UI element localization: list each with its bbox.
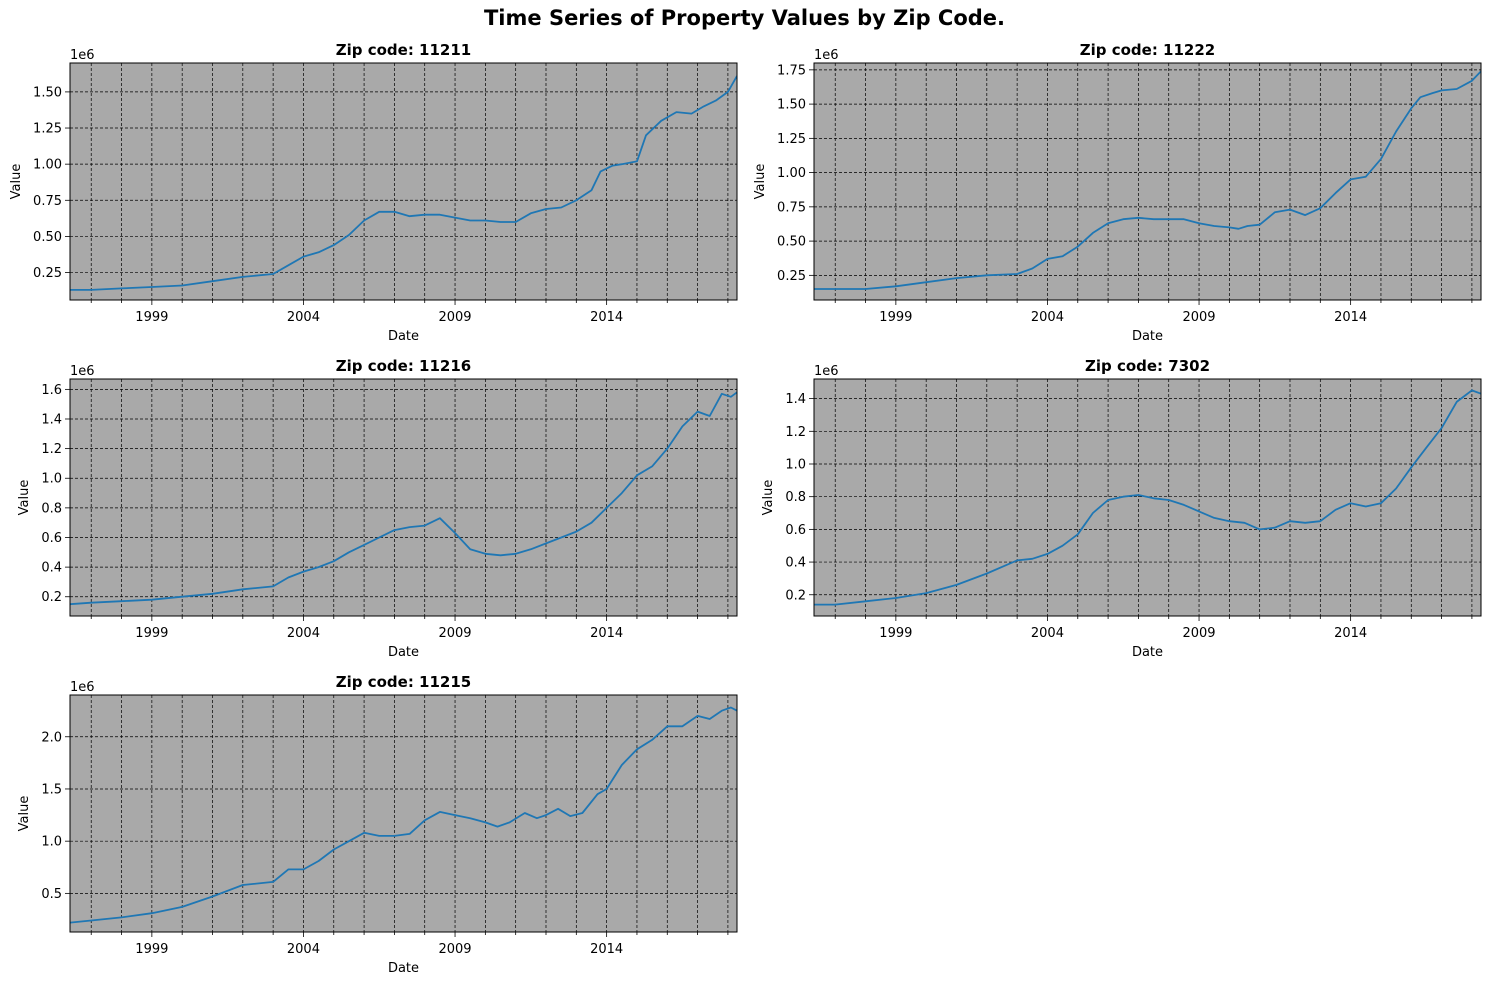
axes-frame	[69, 694, 738, 933]
x-tick-label: 2004	[287, 942, 320, 957]
subplot-title: Zip code: 11211	[336, 41, 472, 59]
axes-frame	[69, 378, 738, 617]
y-axis-label: Value	[17, 480, 32, 516]
y-tick-label: 1.6	[41, 383, 62, 398]
chart-panel-3: 0.2 0.4 0.6 0.8 1.0 1.2 1.4 1.6 1999 2004 2009 2014…	[17, 357, 738, 660]
plot-background	[70, 695, 737, 932]
plot-area: 0.2 0.4 0.6 0.8 1.0 1.2 1.4 1999 2004 2009 2014 Zip…	[761, 357, 1482, 660]
plot-background	[814, 63, 1481, 300]
y-tick-label: 0.50	[33, 230, 62, 245]
y-tick-label: 1.0	[41, 472, 62, 487]
y-tick-label: 1.0	[41, 835, 62, 850]
y-tick-label: 0.4	[785, 556, 806, 571]
x-tick-label: 2014	[590, 626, 623, 641]
y-tick-label: 0.75	[777, 200, 806, 215]
chart-panel-2: 0.25 0.50 0.75 1.00 1.25 1.50 1.75 1999 2004 2009…	[753, 41, 1482, 344]
x-tick-label: 1999	[135, 310, 168, 325]
subplot-title: Zip code: 7302	[1085, 357, 1210, 375]
x-tick-label: 2014	[590, 310, 623, 325]
x-axis-label: Date	[1132, 329, 1163, 344]
y-tick-label: 0.2	[41, 590, 62, 605]
y-offset-label: 1e6	[814, 48, 839, 63]
x-tick-label: 1999	[135, 942, 168, 957]
x-tick-label: 2014	[1334, 626, 1367, 641]
y-tick-label: 1.50	[33, 85, 62, 100]
series-line	[70, 75, 737, 291]
y-tick-label: 1.25	[777, 132, 806, 147]
plot-area: 0.5 1.0 1.5 2.0 1999 2004 2009 2014 Zip code: 11…	[17, 673, 738, 976]
y-tick-label: 0.8	[785, 490, 806, 505]
y-offset-label: 1e6	[70, 680, 95, 695]
x-axis-label: Date	[388, 645, 419, 660]
x-tick-label: 2004	[1031, 626, 1064, 641]
series-line	[70, 706, 737, 924]
y-tick-label: 2.0	[41, 730, 62, 745]
y-tick-label: 1.00	[33, 158, 62, 173]
series-line	[814, 70, 1481, 290]
y-tick-label: 0.8	[41, 501, 62, 516]
y-tick-label: 1.4	[41, 412, 62, 427]
x-tick-label: 2009	[438, 626, 471, 641]
axes-frame	[813, 62, 1482, 301]
y-tick-label: 0.6	[41, 531, 62, 546]
figure-title: Time Series of Property Values by Zip Co…	[483, 6, 1006, 30]
y-tick-label: 1.2	[785, 425, 806, 440]
y-axis-label: Value	[17, 796, 32, 832]
y-axis-label: Value	[761, 480, 776, 516]
subplot-title: Zip code: 11215	[336, 673, 472, 691]
y-tick-label: 0.4	[41, 561, 62, 576]
plot-background	[70, 63, 737, 300]
plot-area: 0.25 0.50 0.75 1.00 1.25 1.50 1.75 1999 2004 2009…	[753, 41, 1482, 344]
y-tick-label: 1.00	[777, 166, 806, 181]
x-tick-label: 2004	[1031, 310, 1064, 325]
x-tick-label: 2009	[438, 310, 471, 325]
series-line	[70, 391, 737, 606]
x-tick-label: 2014	[1334, 310, 1367, 325]
x-tick-label: 2009	[1182, 310, 1215, 325]
y-tick-label: 0.6	[785, 523, 806, 538]
y-tick-label: 1.2	[41, 442, 62, 457]
chart-panel-5: 0.5 1.0 1.5 2.0 1999 2004 2009 2014 Zip code: 11…	[17, 673, 738, 976]
chart-panel-1: 0.25 0.50 0.75 1.00 1.25 1.50 1999 2004 2009 2014…	[9, 41, 738, 344]
subplot-title: Zip code: 11216	[336, 357, 472, 375]
x-axis-label: Date	[388, 329, 419, 344]
x-tick-label: 2009	[438, 942, 471, 957]
plot-background	[70, 379, 737, 616]
y-axis-label: Value	[753, 164, 768, 200]
y-tick-label: 1.50	[777, 98, 806, 113]
x-tick-label: 1999	[879, 310, 912, 325]
y-axis-label: Value	[9, 164, 24, 200]
y-tick-label: 1.5	[41, 782, 62, 797]
y-tick-label: 0.2	[785, 588, 806, 603]
y-tick-label: 0.5	[41, 887, 62, 902]
y-offset-label: 1e6	[70, 364, 95, 379]
y-offset-label: 1e6	[70, 48, 95, 63]
x-tick-label: 1999	[135, 626, 168, 641]
x-tick-label: 2009	[1182, 626, 1215, 641]
x-tick-label: 1999	[879, 626, 912, 641]
x-axis-label: Date	[388, 961, 419, 976]
x-axis-label: Date	[1132, 645, 1163, 660]
plot-area: 0.25 0.50 0.75 1.00 1.25 1.50 1999 2004 2009 2014…	[9, 41, 738, 344]
axes-frame	[813, 378, 1482, 617]
y-tick-label: 1.75	[777, 63, 806, 78]
y-tick-label: 0.75	[33, 194, 62, 209]
axes-frame	[69, 62, 738, 301]
plot-area: 0.2 0.4 0.6 0.8 1.0 1.2 1.4 1.6 1999 2004 2009 2014…	[17, 357, 738, 660]
series-line	[814, 389, 1481, 606]
y-tick-label: 0.25	[777, 269, 806, 284]
x-tick-label: 2014	[590, 942, 623, 957]
y-tick-label: 0.25	[33, 266, 62, 281]
subplot-title: Zip code: 11222	[1080, 41, 1216, 59]
y-tick-label: 1.0	[785, 457, 806, 472]
y-offset-label: 1e6	[814, 364, 839, 379]
x-tick-label: 2004	[287, 626, 320, 641]
y-tick-label: 1.25	[33, 122, 62, 137]
y-tick-label: 0.50	[777, 235, 806, 250]
chart-panel-4: 0.2 0.4 0.6 0.8 1.0 1.2 1.4 1999 2004 2009 2014 Zip…	[761, 357, 1482, 660]
x-tick-label: 2004	[287, 310, 320, 325]
y-tick-label: 1.4	[785, 392, 806, 407]
